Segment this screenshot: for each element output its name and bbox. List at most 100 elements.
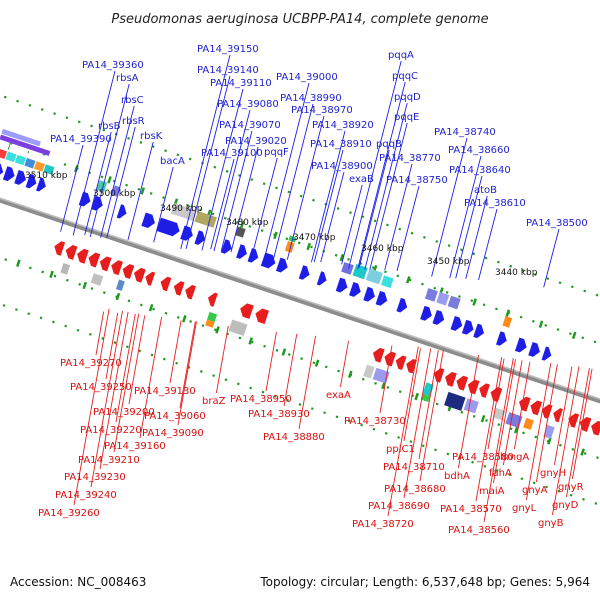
major-tick: [314, 359, 320, 367]
forward-gene-arrow: [375, 290, 388, 306]
scale-dots-lower: [4, 258, 599, 460]
reverse-gene-label: PA14_38580: [452, 452, 514, 463]
feature-block: [447, 295, 461, 310]
feature-block: [1, 128, 41, 147]
reverse-gene-label: PA14_39270: [60, 358, 122, 369]
scale-dot: [509, 264, 513, 268]
forward-gene-label: PA14_39100: [201, 148, 263, 159]
scale-dot: [360, 423, 363, 427]
scale-dot: [519, 315, 523, 319]
scale-dot: [137, 187, 141, 191]
forward-leader-line: [357, 81, 406, 270]
scale-dot: [223, 216, 227, 220]
scale-dot: [41, 270, 45, 274]
reverse-leader-line: [283, 334, 298, 407]
scale-dot: [63, 163, 67, 166]
forward-gene-label: PA14_39000: [276, 72, 338, 83]
reverse-gene-label: PA14_39200: [93, 407, 155, 418]
major-tick: [547, 437, 552, 445]
scale-dot: [497, 423, 501, 427]
forward-leader-line: [396, 185, 420, 271]
scale-dot: [28, 103, 32, 107]
reverse-leader-line: [403, 348, 421, 442]
scale-dot: [127, 136, 130, 140]
scale-dot: [176, 315, 180, 319]
reverse-gene-label: braZ: [202, 396, 226, 407]
reverse-gene-arrow: [88, 252, 101, 268]
forward-gene-arrow: [420, 305, 432, 321]
reverse-leader-line: [535, 364, 558, 483]
feature-block: [36, 153, 48, 164]
scale-dot: [65, 116, 69, 120]
reverse-leader-line: [177, 321, 197, 426]
scale-dot: [349, 211, 352, 214]
scale-dot: [435, 402, 439, 406]
major-tick: [16, 259, 21, 267]
major-tick: [381, 381, 386, 390]
feature-block: [352, 264, 368, 280]
forward-gene-label: PA14_39110: [210, 78, 272, 89]
reverse-gene-label: PA14_38930: [248, 409, 310, 420]
forward-gene-arrow: [141, 212, 155, 229]
reverse-gene-label: ppiC1: [386, 444, 415, 455]
reverse-gene-arrow: [160, 276, 172, 292]
reverse-gene-label: PA14_39060: [144, 411, 206, 422]
scale-dot: [3, 95, 7, 99]
forward-gene-arrow: [156, 217, 180, 237]
forward-gene-label: PA14_39360: [82, 60, 144, 71]
scale-dot: [361, 377, 365, 381]
reverse-leader-line: [139, 316, 163, 439]
scale-dot: [447, 244, 451, 247]
forward-leader-line: [431, 137, 468, 277]
forward-leader-line: [478, 208, 498, 281]
reverse-leader-line: [90, 310, 123, 488]
reverse-gene-label: hmgA: [500, 452, 529, 463]
forward-leader-line: [273, 103, 314, 259]
scale-dot: [127, 299, 131, 303]
reverse-leader-line: [565, 367, 590, 498]
major-tick: [182, 315, 187, 323]
forward-gene-label: rbsC: [121, 95, 144, 106]
scale-dot: [508, 473, 511, 476]
feature-block: [115, 279, 125, 291]
reverse-leader-line: [339, 340, 349, 388]
scale-dot: [569, 332, 572, 336]
forward-gene-label: PA14_38910: [310, 139, 372, 150]
scale-dot: [386, 386, 390, 389]
forward-gene-label: atoB: [474, 185, 497, 196]
forward-leader-lines: [60, 54, 560, 288]
reverse-leader-line: [113, 313, 140, 453]
scale-dot: [164, 149, 167, 153]
reverse-gene-arrow: [372, 347, 385, 363]
scale-dot: [470, 299, 474, 303]
scale-dot: [458, 295, 461, 298]
forward-gene-arrow: [260, 252, 276, 269]
major-tick: [281, 348, 287, 356]
major-tick: [107, 176, 112, 184]
scale-dot: [544, 323, 548, 327]
scale-dot: [100, 175, 104, 179]
forward-gene-label: PA14_39390: [50, 134, 112, 145]
scale-dot: [545, 485, 548, 489]
reverse-leader-line: [551, 366, 580, 516]
major-tick: [82, 281, 88, 290]
reverse-gene-label: maiA: [479, 486, 505, 497]
accession-text: Accession: NC_008463: [10, 575, 146, 589]
scale-dot: [323, 411, 326, 415]
scale-dot: [496, 260, 500, 264]
feature-block: [420, 393, 431, 402]
scale-dot: [90, 124, 93, 128]
feature-block: [0, 140, 10, 151]
feature-block: [24, 158, 36, 169]
forward-gene-arrow: [316, 271, 327, 286]
scale-dot: [77, 120, 81, 124]
forward-leader-line: [364, 102, 408, 270]
scale-dot: [509, 427, 513, 431]
forward-leader-line: [220, 130, 253, 252]
reverse-gene-label: gnyR: [558, 482, 584, 493]
forward-leader-line: [384, 163, 413, 271]
forward-gene-label: PA14_39150: [197, 44, 259, 55]
feature-block: [43, 164, 55, 175]
